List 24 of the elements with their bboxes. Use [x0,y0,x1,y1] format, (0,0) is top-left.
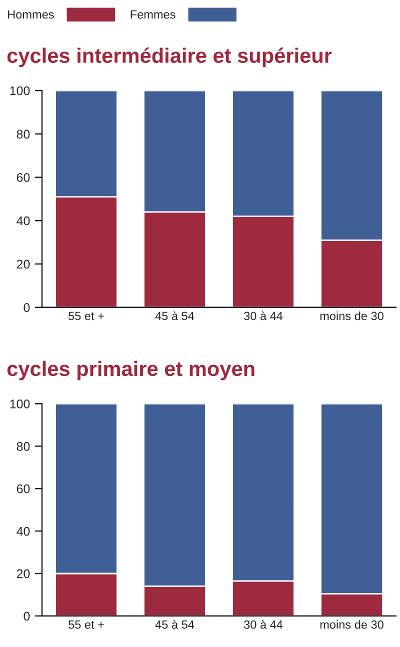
legend-label: Hommes [8,10,54,19]
chart-title: cycles intermédiaire et supérieur [7,48,332,68]
x-tick-label: 55 et + [68,312,104,320]
y-tick-label: 20 [16,260,30,269]
x-tick-label: 45 à 54 [155,311,194,320]
y-tick-label: 60 [16,173,30,182]
x-tick-label: 55 et + [68,620,104,629]
y-tick-label: 80 [16,130,30,139]
y-tick-label: 20 [16,569,30,578]
y-tick-label: 100 [10,400,30,408]
y-tick-label: 60 [16,484,30,494]
x-tick-label: 45 à 54 [155,620,194,629]
y-tick-label: 40 [16,216,30,226]
x-tick-label: moins de 30 [320,311,384,320]
y-tick-label: 0 [24,303,30,312]
y-tick-label: 100 [10,86,30,96]
y-tick-label: 40 [16,526,30,536]
x-tick-label: 30 à 44 [244,620,283,629]
x-tick-label: 30 à 44 [244,311,283,320]
chart-title: cycles primaire et moyen [7,360,254,380]
x-tick-label: moins de 30 [320,620,384,629]
legend-label: Femmes [130,10,176,19]
y-tick-label: 80 [16,442,30,451]
y-tick-label: 0 [24,612,30,621]
